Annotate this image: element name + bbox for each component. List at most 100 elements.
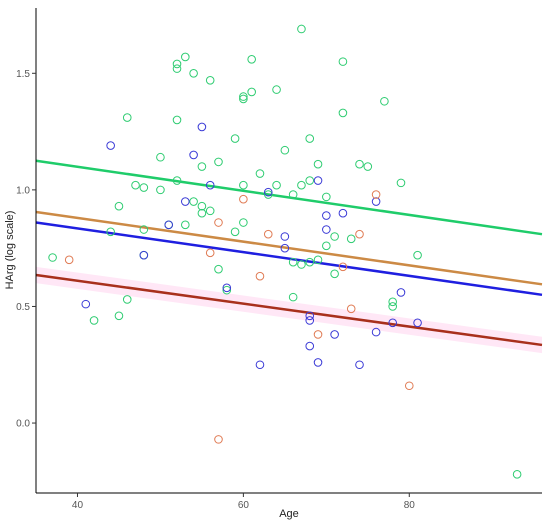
data-point <box>313 330 323 339</box>
data-point <box>247 87 256 97</box>
data-point <box>338 108 348 118</box>
x-axis-ticks: 40 60 80 <box>72 493 415 511</box>
data-point <box>230 227 240 237</box>
data-point <box>388 302 397 311</box>
data-point <box>313 255 323 265</box>
data-point <box>263 187 273 197</box>
data-point <box>330 269 339 279</box>
data-point <box>181 220 190 230</box>
data-point <box>156 185 165 195</box>
data-point <box>313 358 323 367</box>
data-point <box>272 180 281 190</box>
data-point <box>280 243 290 253</box>
data-point <box>322 241 331 251</box>
data-point <box>114 311 124 321</box>
data-point <box>388 318 397 328</box>
data-point <box>305 311 315 321</box>
data-point <box>239 194 248 204</box>
data-point <box>214 435 223 444</box>
data-point <box>512 470 522 479</box>
data-point <box>297 24 306 34</box>
data-point <box>313 176 323 185</box>
data-point <box>338 57 348 66</box>
data-point <box>222 283 232 293</box>
data-point <box>297 260 306 269</box>
data-point <box>305 176 315 185</box>
y-tick-label: 1.0 <box>16 185 30 196</box>
data-point <box>396 288 406 297</box>
data-point <box>172 115 182 125</box>
data-point <box>172 64 182 73</box>
data-point <box>322 211 331 220</box>
data-point <box>288 257 298 267</box>
y-tick-label: 0.0 <box>16 419 30 430</box>
data-point <box>239 180 248 190</box>
data-point <box>371 197 381 206</box>
data-point <box>255 360 265 370</box>
data-point <box>64 255 74 265</box>
x-axis-title: Age <box>279 508 299 520</box>
x-tick-label: 60 <box>238 500 250 511</box>
data-point <box>255 271 265 281</box>
data-point <box>288 190 298 199</box>
y-axis-ticks: 0.0 0.5 1.0 1.5 <box>16 69 36 430</box>
data-points <box>48 24 522 479</box>
data-point <box>404 381 414 391</box>
data-point <box>197 208 207 218</box>
data-point <box>305 134 315 143</box>
data-point <box>189 68 198 78</box>
data-point <box>139 183 149 192</box>
data-point <box>247 54 256 64</box>
data-point <box>338 262 348 272</box>
data-point <box>122 295 132 304</box>
data-point <box>330 330 339 339</box>
data-point <box>313 159 323 169</box>
data-point <box>214 157 223 167</box>
data-point <box>139 225 149 234</box>
data-point <box>297 180 306 190</box>
data-point <box>239 218 248 227</box>
data-point <box>413 250 422 260</box>
trend-line-3 <box>35 221 543 297</box>
data-point <box>172 176 182 185</box>
data-point <box>156 152 165 162</box>
data-point <box>106 141 115 150</box>
data-point <box>197 201 207 211</box>
data-point <box>346 234 356 244</box>
data-point <box>255 169 265 178</box>
y-tick-label: 1.5 <box>16 69 30 80</box>
data-point <box>355 229 364 239</box>
data-point <box>288 292 298 302</box>
data-point <box>197 162 207 171</box>
data-point <box>380 96 389 106</box>
data-point <box>172 59 182 69</box>
data-point <box>346 304 356 314</box>
data-point <box>122 113 132 122</box>
data-point <box>363 162 373 171</box>
y-tick-label: 0.5 <box>16 302 30 313</box>
data-point <box>81 299 91 309</box>
data-point <box>189 150 198 160</box>
data-point <box>189 197 198 206</box>
data-point <box>214 264 223 274</box>
data-point <box>106 227 115 237</box>
data-point <box>131 180 140 190</box>
data-point <box>305 341 315 351</box>
data-point <box>48 253 57 262</box>
data-point <box>388 297 397 307</box>
data-point <box>322 192 331 202</box>
data-point <box>114 201 124 211</box>
x-tick-label: 40 <box>72 500 84 511</box>
data-point <box>396 178 406 188</box>
data-point <box>263 190 273 199</box>
data-point <box>305 316 315 325</box>
data-point <box>355 159 364 169</box>
data-point <box>205 248 215 258</box>
data-point <box>205 206 215 216</box>
data-point <box>280 145 290 155</box>
data-point <box>181 52 190 62</box>
data-point <box>305 257 315 267</box>
trend-line-1 <box>35 159 543 236</box>
